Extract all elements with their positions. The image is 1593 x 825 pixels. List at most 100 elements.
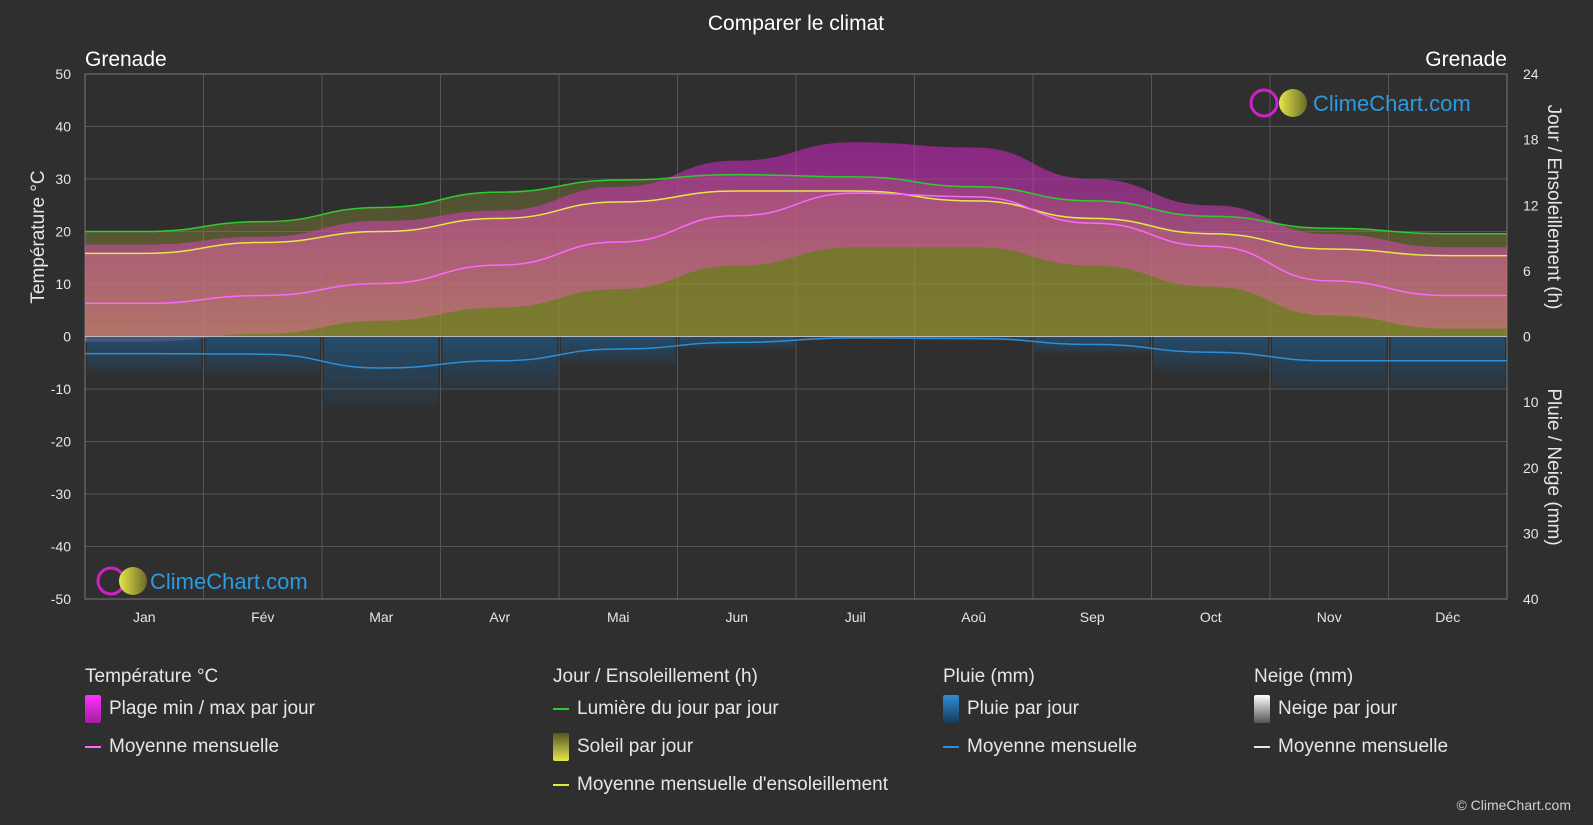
logo-sun-icon	[119, 567, 147, 595]
legend-daylight: Lumière du jour par jour	[553, 690, 888, 728]
legend-snow-per-day: Neige par jour	[1254, 690, 1448, 728]
right-hours-tick-label: 24	[1523, 66, 1539, 82]
legend-snow: Neige (mm) Neige par jour Moyenne mensue…	[1254, 664, 1448, 766]
left-tick-label: -40	[51, 539, 71, 555]
left-tick-label: 0	[63, 329, 71, 345]
month-label: Jun	[725, 609, 748, 625]
right-axis-precip-ticks: 10 20 30 40	[1523, 394, 1539, 607]
month-label: Nov	[1317, 609, 1342, 625]
legend-sun-mean: Moyenne mensuelle d'ensoleillement	[553, 766, 888, 804]
month-label: Mai	[607, 609, 630, 625]
brand-logo-top: ClimeChart.com	[1249, 88, 1471, 118]
legend-rain-mean-label: Moyenne mensuelle	[967, 736, 1138, 757]
legend-temperature-title: Température °C	[85, 666, 219, 687]
rain-mean-line	[85, 337, 1507, 369]
legend-snow-label: Neige par jour	[1278, 698, 1398, 719]
right-hours-tick-label: 0	[1523, 329, 1531, 345]
legend-sunshine-title: Jour / Ensoleillement (h)	[553, 666, 758, 687]
sunshine-mean-line	[84, 190, 1507, 257]
right-precip-tick-label: 10	[1523, 394, 1539, 410]
left-tick-label: 20	[55, 224, 71, 240]
temp-range-swatch	[85, 695, 101, 723]
logo-sun-icon	[1279, 89, 1307, 117]
brand-logo-bottom: ClimeChart.com	[96, 566, 308, 596]
month-label: Sep	[1080, 609, 1105, 625]
legend-sun-per-day: Soleil par jour	[553, 728, 888, 766]
temp-mean-line	[85, 192, 1507, 305]
right-axis-hours-label: Jour / Ensoleillement (h)	[1543, 105, 1564, 310]
left-tick-label: -50	[51, 591, 71, 607]
right-hours-tick-label: 6	[1523, 263, 1531, 279]
left-tick-label: 50	[55, 66, 71, 82]
rain-bar	[561, 336, 676, 364]
chart-title: Comparer le climat	[708, 12, 884, 35]
left-tick-label: -10	[51, 381, 71, 397]
snow-swatch	[1254, 695, 1270, 723]
month-label: Fév	[251, 609, 274, 625]
month-label: Déc	[1435, 609, 1460, 625]
temperature-range-area	[85, 142, 1507, 342]
rain-bar	[1390, 336, 1505, 390]
right-axis-precip-label: Pluie / Neige (mm)	[1543, 388, 1564, 545]
right-precip-tick-label: 30	[1523, 525, 1539, 541]
legend-snow-title: Neige (mm)	[1254, 666, 1354, 687]
legend-temperature: Température °C Plage min / max par jour …	[85, 664, 315, 766]
left-axis-label: Température °C	[28, 170, 49, 303]
right-precip-tick-label: 20	[1523, 460, 1539, 476]
snow-mean-swatch	[1254, 746, 1270, 748]
month-label: Juil	[845, 609, 866, 625]
left-tick-label: 40	[55, 119, 71, 135]
left-tick-label: 10	[55, 276, 71, 292]
rain-bar	[205, 336, 320, 376]
legend-rain-mean: Moyenne mensuelle	[943, 728, 1137, 766]
legend-sun-label: Soleil par jour	[577, 736, 694, 757]
legend-rain: Pluie (mm) Pluie par jour Moyenne mensue…	[943, 664, 1137, 766]
legend-temp-mean: Moyenne mensuelle	[85, 728, 315, 766]
legend-rain-title: Pluie (mm)	[943, 666, 1035, 687]
daylight-swatch	[553, 708, 569, 710]
sun-swatch	[553, 733, 569, 761]
location-left: Grenade	[85, 48, 167, 71]
legend-temp-range-label: Plage min / max par jour	[109, 698, 315, 719]
month-label: Oct	[1200, 609, 1222, 625]
left-tick-label: -30	[51, 486, 71, 502]
legend-daylight-label: Lumière du jour par jour	[577, 698, 779, 719]
legend-rain-label: Pluie par jour	[967, 698, 1079, 719]
legend-rain-per-day: Pluie par jour	[943, 690, 1137, 728]
right-precip-tick-label: 40	[1523, 591, 1539, 607]
climate-chart: Comparer le climat Grenade Grenade 50 40 3…	[28, 12, 1564, 625]
left-tick-label: -20	[51, 434, 71, 450]
temp-mean-swatch	[85, 746, 101, 748]
sun-mean-swatch	[553, 784, 569, 786]
month-label: Aoû	[961, 609, 986, 625]
rain-bar	[87, 336, 202, 375]
rain-bar	[1272, 336, 1387, 390]
x-axis-month-labels: Jan Fév Mar Avr Mai Jun Juil Aoû Sep Oct Nov Déc	[133, 609, 1460, 625]
rain-swatch	[943, 695, 959, 723]
legend: Température °C Plage min / max par jour …	[0, 664, 1593, 825]
rain-bar	[442, 336, 557, 390]
right-hours-tick-label: 18	[1523, 132, 1539, 148]
legend-snow-mean-label: Moyenne mensuelle	[1278, 736, 1449, 757]
daylight-line	[85, 173, 1507, 235]
month-label: Jan	[133, 609, 156, 625]
legend-sunshine: Jour / Ensoleillement (h) Lumière du jou…	[553, 664, 888, 804]
brand-text-bottom: ClimeChart.com	[150, 569, 308, 594]
legend-snow-mean: Moyenne mensuelle	[1254, 728, 1448, 766]
right-hours-tick-label: 12	[1523, 197, 1539, 213]
rain-bar	[324, 336, 439, 406]
right-axis-hours-ticks: 24 18 12 6 0	[1523, 66, 1539, 345]
left-tick-label: 30	[55, 171, 71, 187]
brand-text-top: ClimeChart.com	[1313, 91, 1471, 116]
location-right: Grenade	[1425, 48, 1507, 71]
left-axis-ticks: 50 40 30 20 10 0 -10 -20 -30 -40 -50	[51, 66, 71, 607]
legend-temp-mean-label: Moyenne mensuelle	[109, 736, 280, 757]
rain-bar	[1035, 336, 1150, 354]
series-lines	[84, 173, 1507, 369]
month-label: Mar	[369, 609, 393, 625]
legend-sun-mean-label: Moyenne mensuelle d'ensoleillement	[577, 774, 888, 795]
legend-temp-range: Plage min / max par jour	[85, 690, 315, 728]
logo-ring-icon	[1249, 88, 1279, 118]
rain-mean-swatch	[943, 746, 959, 748]
temp-range-band	[85, 142, 1507, 342]
